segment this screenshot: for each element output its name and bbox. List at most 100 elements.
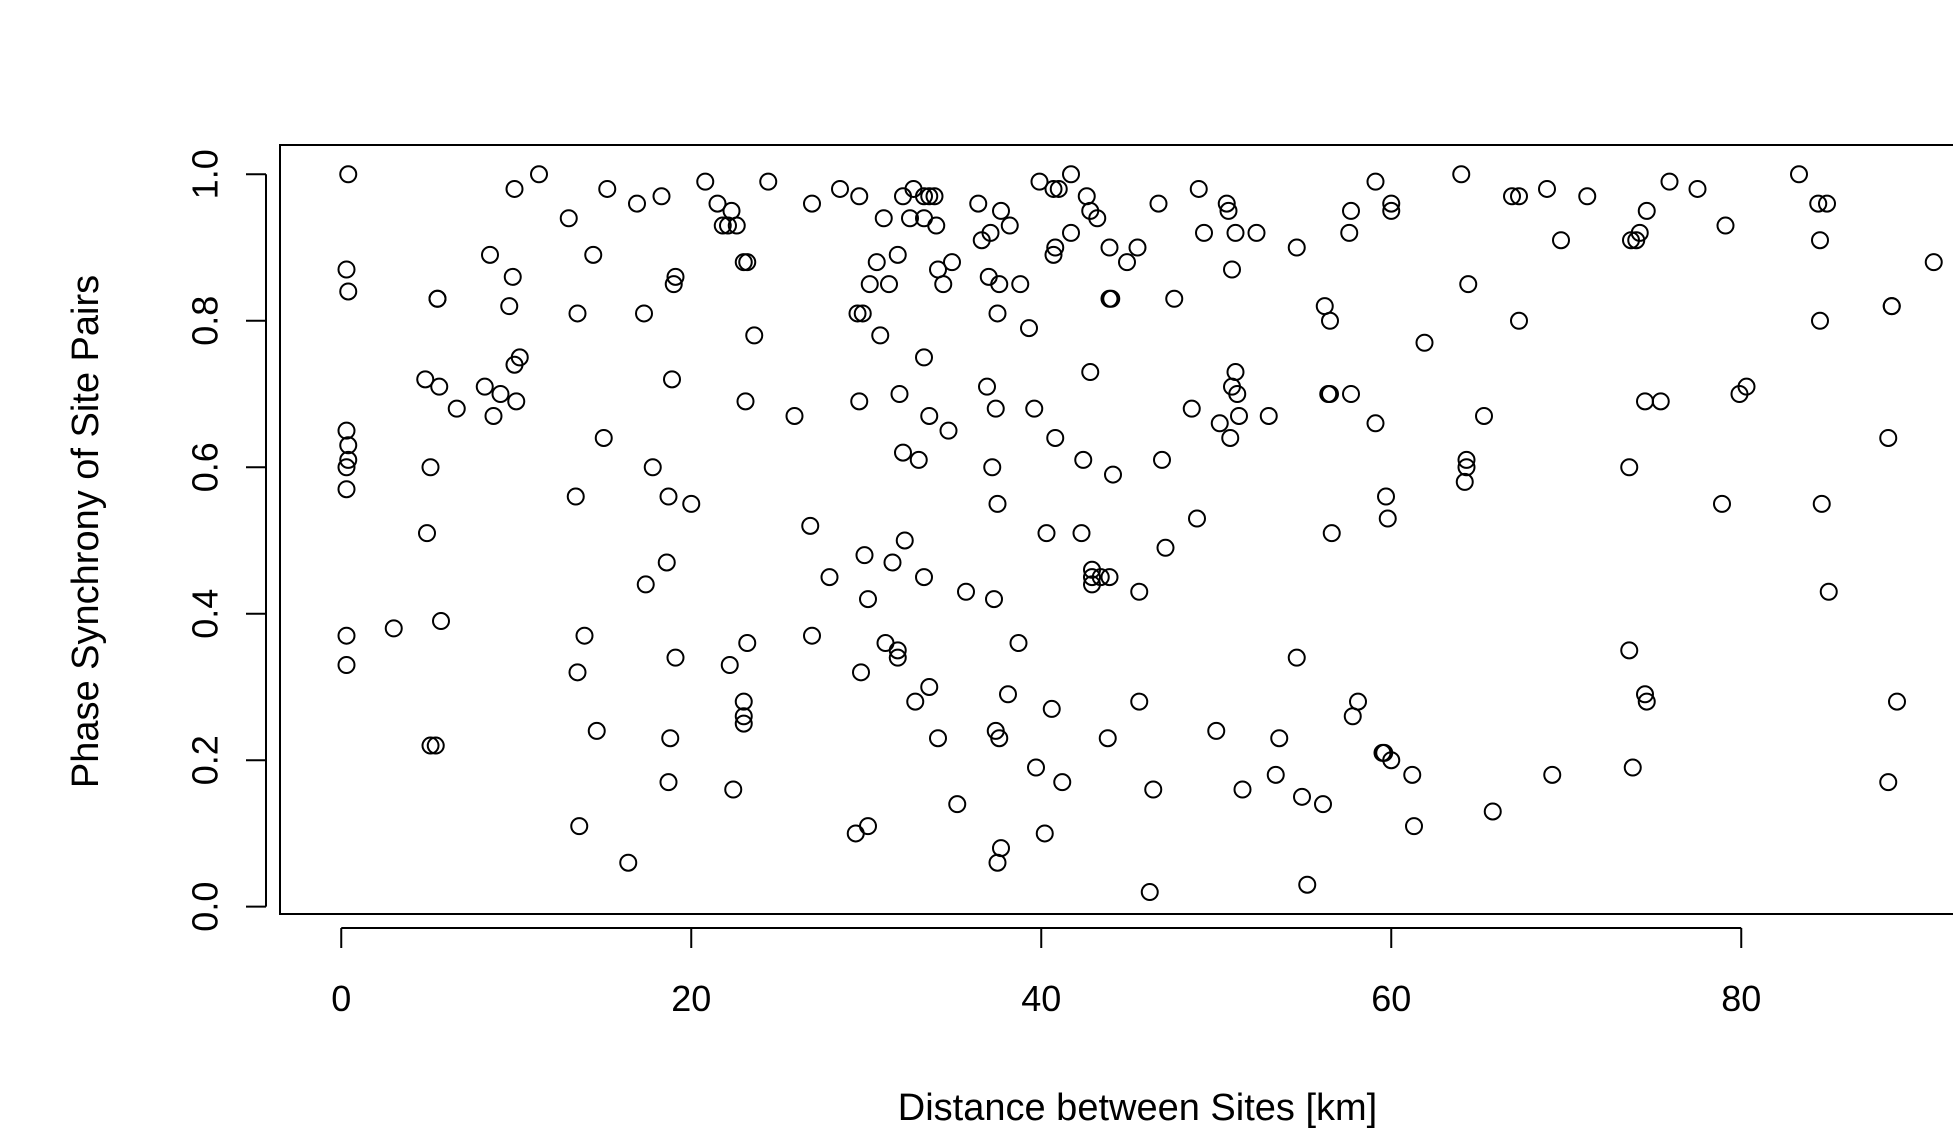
data-point xyxy=(855,546,874,565)
data-point xyxy=(337,260,356,279)
data-point xyxy=(1790,165,1808,184)
data-point xyxy=(1538,179,1556,198)
data-point xyxy=(895,531,914,550)
data-point xyxy=(957,582,975,601)
data-point xyxy=(1349,692,1367,711)
data-point xyxy=(722,201,741,220)
data-point xyxy=(1623,758,1642,777)
data-point xyxy=(848,304,867,323)
data-point xyxy=(500,297,519,316)
data-point xyxy=(1298,875,1317,894)
data-point xyxy=(339,282,358,301)
data-point xyxy=(1455,472,1474,491)
data-point xyxy=(988,494,1007,513)
data-point xyxy=(915,568,933,587)
data-point xyxy=(990,729,1009,748)
data-point xyxy=(734,707,753,726)
data-point xyxy=(1366,414,1385,433)
data-point xyxy=(801,516,820,535)
data-point xyxy=(985,590,1003,609)
data-point xyxy=(659,487,678,506)
data-point xyxy=(339,450,358,469)
data-point xyxy=(1924,253,1943,272)
data-point xyxy=(720,655,739,674)
data-point xyxy=(1879,773,1898,792)
data-point xyxy=(759,172,778,191)
data-point xyxy=(1457,450,1476,469)
data-point xyxy=(1651,392,1670,411)
data-point xyxy=(1378,509,1397,528)
data-point xyxy=(853,304,872,323)
data-point xyxy=(570,817,589,836)
data-point xyxy=(1737,377,1756,396)
data-point xyxy=(876,634,895,653)
data-point xyxy=(1510,311,1528,330)
data-point xyxy=(1543,765,1562,784)
data-point xyxy=(1044,245,1063,264)
data-point xyxy=(1223,260,1241,279)
data-point xyxy=(1091,568,1110,587)
data-point xyxy=(339,436,358,455)
data-point xyxy=(1020,319,1038,338)
data-point xyxy=(530,165,548,184)
data-point xyxy=(1165,289,1184,308)
data-point xyxy=(1072,524,1091,543)
data-point xyxy=(696,172,715,191)
data-point xyxy=(657,553,676,572)
plot-frame xyxy=(279,144,1953,915)
data-point xyxy=(1118,253,1136,272)
x-tick-label: 20 xyxy=(671,978,711,1019)
data-point xyxy=(734,692,753,711)
data-point xyxy=(1637,201,1656,220)
data-point xyxy=(734,253,753,272)
data-point xyxy=(1046,238,1065,257)
data-point xyxy=(920,406,939,425)
data-point xyxy=(1217,194,1236,213)
data-point xyxy=(803,626,821,645)
data-point xyxy=(1219,201,1238,220)
data-point xyxy=(666,267,685,286)
x-axis: 0 20 40 60 80 xyxy=(331,927,1761,1019)
data-point xyxy=(1062,223,1080,242)
data-point xyxy=(1636,685,1654,704)
data-point xyxy=(1081,363,1100,382)
data-point xyxy=(594,428,613,447)
data-point xyxy=(1459,275,1478,294)
data-point xyxy=(1552,231,1570,250)
y-tick-label: 1.0 xyxy=(185,149,226,199)
data-point xyxy=(1503,187,1521,206)
data-point xyxy=(1266,765,1285,784)
data-point xyxy=(1207,721,1226,740)
data-point xyxy=(1035,824,1054,843)
data-point xyxy=(1475,406,1493,425)
data-point xyxy=(1128,238,1147,257)
data-point xyxy=(785,406,804,425)
data-point xyxy=(969,194,988,213)
data-point xyxy=(850,187,869,206)
data-point xyxy=(1270,729,1289,748)
data-point xyxy=(1620,458,1639,477)
data-point xyxy=(661,729,680,748)
y-axis: 0.0 0.2 0.4 0.6 0.8 1.0 xyxy=(185,149,267,932)
data-point xyxy=(503,267,522,286)
data-point xyxy=(1818,194,1836,213)
data-point xyxy=(738,253,757,272)
data-point xyxy=(934,275,953,294)
data-point xyxy=(432,612,450,631)
data-point xyxy=(1382,194,1401,213)
data-point xyxy=(1811,231,1829,250)
data-point xyxy=(803,194,821,213)
data-point xyxy=(1688,179,1707,198)
data-point xyxy=(1130,692,1149,711)
data-point xyxy=(1377,487,1395,506)
data-point xyxy=(428,289,447,308)
data-point xyxy=(659,773,678,792)
data-point xyxy=(1812,494,1831,513)
data-point xyxy=(1415,333,1434,352)
data-point xyxy=(1314,795,1332,814)
data-point xyxy=(1188,509,1206,528)
data-point xyxy=(1182,399,1201,418)
data-point xyxy=(920,187,939,206)
data-point xyxy=(988,853,1007,872)
x-tick-label: 80 xyxy=(1721,978,1761,1019)
